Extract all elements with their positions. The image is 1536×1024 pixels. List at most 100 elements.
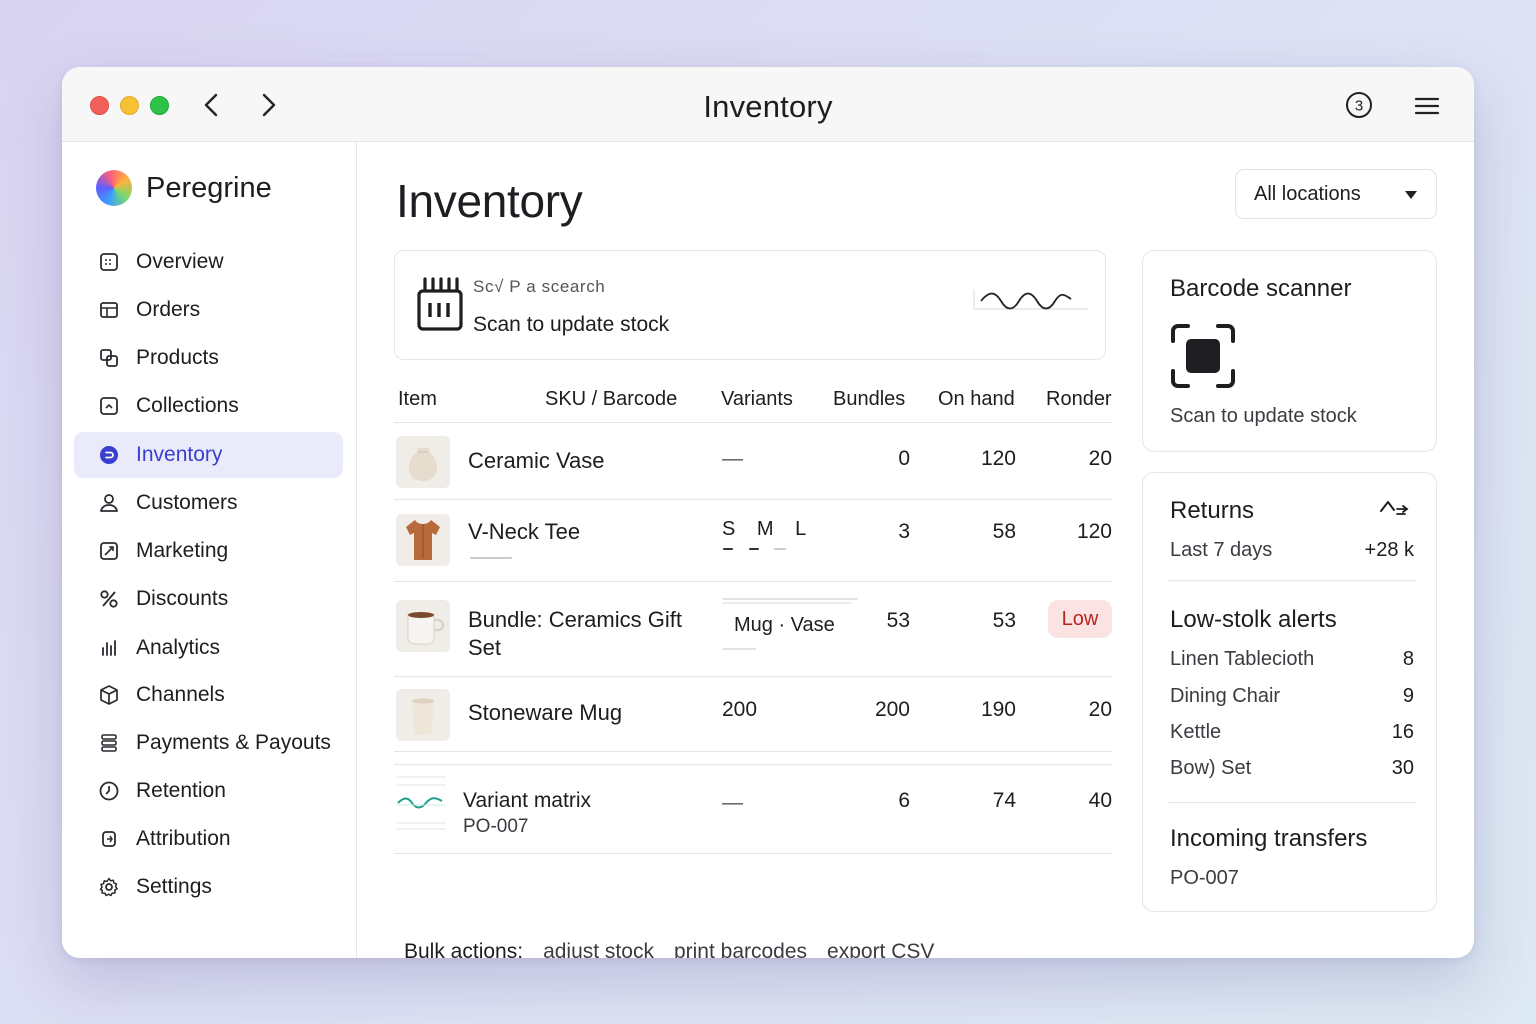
low-stock-item[interactable]: Kettle <box>1170 721 1222 743</box>
brand-name: Peregrine <box>146 171 272 204</box>
incoming-ref[interactable]: PO-007 <box>1170 867 1239 889</box>
app-window: Inventory 3 Peregrine Overview Orders Pr… <box>62 67 1474 958</box>
cube-icon <box>100 685 118 705</box>
header-sku[interactable]: SKU / Barcode <box>545 388 678 410</box>
low-stock-item[interactable]: Bow) Set <box>1170 757 1252 779</box>
location-select[interactable]: All locations <box>1235 169 1437 219</box>
sidebar-item-label: Payments & Payouts <box>136 731 331 754</box>
item-name-line1: Bundle: Ceramics Gift <box>468 607 682 632</box>
sidebar-item-inventory[interactable]: Inventory <box>74 432 343 478</box>
reorder-cell: 40 <box>1088 789 1112 812</box>
sidebar-item-payments[interactable]: Payments & Payouts <box>74 720 343 766</box>
sidebar-item-overview[interactable]: Overview <box>74 239 343 285</box>
variants-cell: 200 <box>722 698 758 721</box>
bundle-components: Mug · Vase <box>734 614 835 636</box>
sidebar-item-products[interactable]: Products <box>74 335 343 381</box>
notification-badge-icon[interactable]: 3 <box>1345 91 1373 119</box>
sidebar-item-channels[interactable]: Channels <box>74 672 343 718</box>
table-row[interactable]: Bundle: Ceramics Gift Set Mug · Vase 53 … <box>394 582 1112 677</box>
header-reorder[interactable]: Ronder <box>1046 388 1112 410</box>
item-underline <box>470 557 512 559</box>
scan-search-card[interactable]: Sc√ P a scearch Scan to update stock <box>394 250 1106 360</box>
sidebar-item-retention[interactable]: Retention <box>74 768 343 814</box>
sidebar-item-settings[interactable]: Settings <box>74 864 343 910</box>
bundles-cell: 53 <box>886 609 910 632</box>
forward-arrow-icon[interactable] <box>254 91 282 119</box>
maximize-window-button[interactable] <box>150 96 169 115</box>
scanner-panel-title: Barcode scanner <box>1170 275 1352 302</box>
minimize-window-button[interactable] <box>120 96 139 115</box>
table-row[interactable]: Stoneware Mug 200 200 190 20 <box>394 677 1112 752</box>
box-icon <box>100 302 118 318</box>
sidebar-item-label: Inventory <box>136 443 223 466</box>
sidebar: Peregrine Overview Orders Products Colle… <box>62 142 357 958</box>
header-item[interactable]: Item <box>398 388 437 410</box>
trend-icon[interactable] <box>1379 497 1413 519</box>
scan-frame-icon[interactable] <box>1170 323 1236 389</box>
variants-bottom-line <box>722 648 756 650</box>
back-arrow-icon[interactable] <box>198 91 226 119</box>
adjust-stock-link[interactable]: adjust stock <box>543 940 654 958</box>
table-row[interactable]: V-Neck Tee S M L 3 58 120 <box>394 500 1112 582</box>
page-title: Inventory <box>396 175 583 227</box>
item-name: Ceramic Vase <box>468 448 605 473</box>
item-name: Stoneware Mug <box>468 700 623 725</box>
header-variants[interactable]: Variants <box>721 388 793 410</box>
sidebar-item-customers[interactable]: Customers <box>74 480 343 526</box>
insights-panel: Returns Last 7 days +28 k Low-stolk aler… <box>1142 472 1437 912</box>
export-csv-link[interactable]: export CSV <box>827 940 935 958</box>
bulk-actions-label: Bulk actions: <box>404 940 524 958</box>
scan-hint: Sc√ P a scearch <box>473 277 606 296</box>
sidebar-item-discounts[interactable]: Discounts <box>74 576 343 622</box>
person-icon <box>100 494 118 512</box>
returns-period: Last 7 days <box>1170 539 1273 561</box>
sidebar-item-label: Products <box>136 346 219 369</box>
size-m-marker <box>749 548 759 550</box>
sidebar-item-label: Marketing <box>136 539 229 562</box>
barcode-scanner-panel[interactable]: Barcode scanner Scan to update stock <box>1142 250 1437 452</box>
sidebar-item-analytics[interactable]: Analytics <box>74 625 343 671</box>
header-on-hand[interactable]: On hand <box>938 388 1015 410</box>
close-window-button[interactable] <box>90 96 109 115</box>
variants-cell: — <box>722 791 743 814</box>
low-stock-item[interactable]: Dining Chair <box>1170 685 1281 707</box>
size-l-marker <box>774 548 786 550</box>
low-stock-count: 30 <box>1391 757 1414 779</box>
caret-down-icon <box>1405 191 1417 199</box>
reorder-cell: 20 <box>1088 447 1112 470</box>
on-hand-cell: 120 <box>980 447 1016 470</box>
table-row[interactable]: Ceramic Vase — 0 120 20 <box>394 424 1112 500</box>
bundles-cell: 3 <box>898 520 910 543</box>
item-name: Variant matrix <box>463 789 591 812</box>
collection-icon <box>100 397 118 415</box>
size-s-marker <box>723 548 733 550</box>
sidebar-item-marketing[interactable]: Marketing <box>74 528 343 574</box>
main-content: Inventory All locations Sc√ P a scearch … <box>358 142 1474 958</box>
product-thumbnail <box>396 436 450 488</box>
sidebar-item-collections[interactable]: Collections <box>74 383 343 429</box>
incoming-title: Incoming transfers <box>1170 825 1368 852</box>
percent-icon <box>100 590 118 608</box>
table-row[interactable]: Variant matrix PO-007 — 6 74 40 <box>394 764 1112 854</box>
sidebar-item-orders[interactable]: Orders <box>74 287 343 333</box>
megaphone-icon <box>100 542 118 560</box>
badge-count: 3 <box>1355 98 1363 115</box>
brand[interactable]: Peregrine <box>96 168 272 208</box>
sidebar-item-attribution[interactable]: Attribution <box>74 816 343 862</box>
sidebar-item-label: Channels <box>136 683 225 706</box>
scanner-panel-label: Scan to update stock <box>1170 405 1357 427</box>
item-name: V-Neck Tee <box>468 519 581 544</box>
sidebar-item-label: Customers <box>136 491 238 514</box>
low-stock-badge: Low <box>1048 600 1112 638</box>
bundles-cell: 0 <box>898 447 910 470</box>
low-stock-item[interactable]: Linen Tablecioth <box>1170 648 1315 670</box>
header-bundles[interactable]: Bundles <box>833 388 906 410</box>
link-icon <box>102 831 116 847</box>
location-select-value: All locations <box>1254 182 1361 205</box>
print-barcodes-link[interactable]: print barcodes <box>673 940 808 958</box>
on-hand-cell: 53 <box>992 609 1016 632</box>
variant-sizes: S M L <box>722 518 815 540</box>
hamburger-menu-icon[interactable] <box>1413 93 1441 119</box>
variants-top-line <box>722 598 858 600</box>
on-hand-cell: 190 <box>980 698 1016 721</box>
